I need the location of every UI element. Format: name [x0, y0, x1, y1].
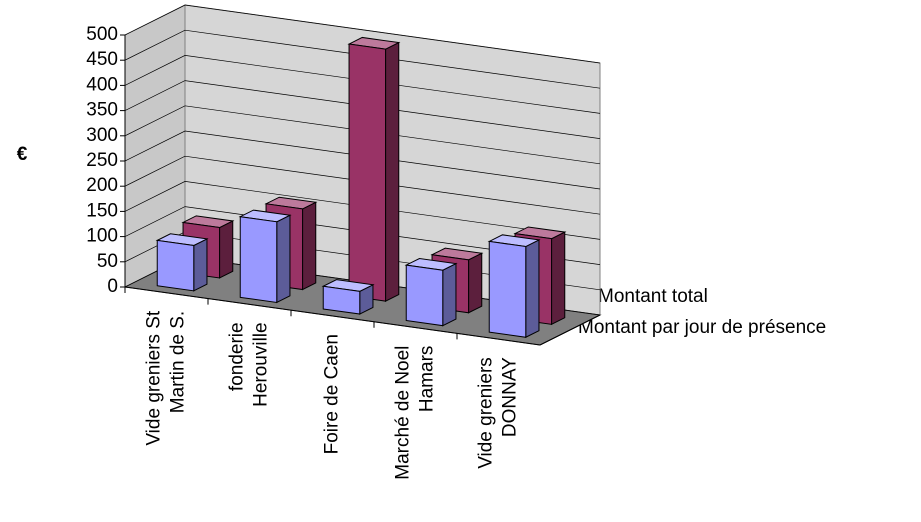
y-tick-label: 100: [86, 226, 118, 247]
grid-line: [124, 29, 601, 89]
bar: [347, 36, 401, 302]
bar-front: [322, 285, 361, 315]
grid-line: [124, 181, 601, 240]
y-tick-label: 450: [86, 49, 118, 70]
bar: [487, 234, 541, 339]
bar: [404, 257, 458, 327]
bar-side: [442, 262, 457, 327]
y-tick-label: 350: [86, 100, 118, 121]
x-tick-label: Vide greniers St Martin de S.: [144, 310, 189, 446]
bar-front: [405, 264, 444, 327]
grid-line: [124, 206, 601, 265]
bar: [238, 209, 292, 304]
grid-line: [124, 155, 601, 215]
depth-axis: [539, 314, 601, 346]
y-tick-label: 50: [97, 251, 118, 272]
bar-side: [525, 239, 540, 339]
y-tick-label: 500: [86, 24, 118, 45]
y-tick-label: 300: [86, 125, 118, 146]
bar-side: [302, 201, 317, 291]
grid-line: [124, 80, 601, 139]
grid-line: [124, 130, 601, 190]
y-axis-label: €: [17, 144, 28, 165]
legend-entry: Montant par jour de présence: [578, 317, 826, 338]
x-tick-label: Vide greniers DONNAY: [476, 357, 521, 469]
bar-side: [468, 252, 483, 314]
legend-entry: Montant total: [598, 286, 708, 307]
bar: [155, 233, 209, 292]
x-tick-label: fonderie Herouville: [227, 322, 272, 406]
bar-side: [193, 238, 208, 292]
bar-side: [385, 41, 400, 302]
bar-front: [239, 216, 278, 304]
grid-line: [124, 55, 601, 114]
y-tick-label: 150: [86, 200, 118, 221]
bar-side: [276, 214, 291, 304]
bar-side: [219, 220, 234, 279]
y-tick-label: 0: [107, 276, 118, 297]
grid-line: [124, 4, 601, 64]
x-tick-label: Marché de Noel Hamars: [393, 346, 438, 480]
bar: [321, 279, 375, 315]
x-axis: [124, 286, 541, 346]
y-tick-label: 250: [86, 150, 118, 171]
y-tick-label: 400: [86, 74, 118, 95]
y-tick-label: 200: [86, 175, 118, 196]
x-tick-label: Foire de Caen: [322, 334, 343, 454]
bar-side: [551, 231, 566, 326]
bar-front: [488, 240, 527, 338]
bar-front: [156, 239, 195, 292]
grid-line: [124, 105, 601, 165]
bar-front: [348, 43, 387, 302]
